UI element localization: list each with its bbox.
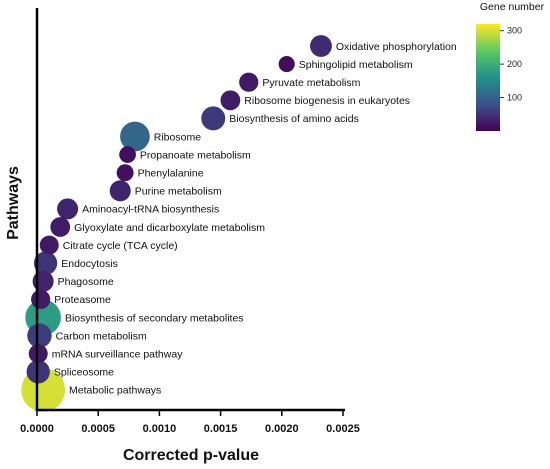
pathway-label: Sphingolipid metabolism xyxy=(299,59,413,71)
bubble-16 xyxy=(27,323,52,348)
bubble-4 xyxy=(201,106,226,131)
pathway-label: mRNA surveillance pathway xyxy=(52,349,183,361)
bubble-0 xyxy=(310,35,332,57)
pathway-label: Carbon metabolism xyxy=(56,330,147,342)
pathway-label: Pyruvate metabolism xyxy=(262,77,360,89)
bubble-11 xyxy=(39,235,59,255)
x-tick-label: 0.0015 xyxy=(204,423,238,435)
bubble-8 xyxy=(109,180,131,202)
pathway-label: Phagosome xyxy=(58,276,114,288)
pathway-label: Proteasome xyxy=(54,294,111,306)
x-tick-layer: 0.0000 0.0005 0.0010 0.0015 0.0020 0.0025 xyxy=(20,410,360,435)
bubble-5 xyxy=(120,121,150,152)
bubble-1 xyxy=(278,56,295,73)
pathway-label: Citrate cycle (TCA cycle) xyxy=(63,240,178,252)
bubble-12 xyxy=(33,251,58,275)
pathway-label: Biosynthesis of secondary metabolites xyxy=(65,312,244,324)
pathway-label: Biosynthesis of amino acids xyxy=(229,113,359,125)
x-tick-label: 0.0010 xyxy=(143,423,177,435)
bubble-6 xyxy=(119,146,136,163)
bubble-7 xyxy=(116,164,134,182)
colorbar-tick-label: 300 xyxy=(507,26,522,36)
pathway-label: Oxidative phosphorylation xyxy=(336,41,457,53)
pathway-label-layer: Oxidative phosphorylation Sphingolipid me… xyxy=(52,41,457,397)
pathway-label: Ribosome biogenesis in eukaryotes xyxy=(244,95,410,107)
bubble-3 xyxy=(220,90,241,111)
pathway-label: Endocytosis xyxy=(61,258,118,270)
x-tick-label: 0.0000 xyxy=(20,423,54,435)
pathway-label: Glyoxylate and dicarboxylate metabolism xyxy=(74,222,265,234)
bubble-9 xyxy=(57,198,79,220)
colorbar-tick-label: 100 xyxy=(507,93,522,103)
colorbar-tick-label: 200 xyxy=(507,59,522,69)
pathway-label: Purine metabolism xyxy=(135,186,222,198)
colorbar xyxy=(476,24,500,131)
bubble-14 xyxy=(31,289,51,309)
pathway-label: Spliceosome xyxy=(54,367,114,379)
pathway-label: Aminoacyl-tRNA biosynthesis xyxy=(82,204,219,216)
x-tick-label: 0.0025 xyxy=(326,423,360,435)
pathway-label: Ribosome xyxy=(154,131,201,143)
x-tick-label: 0.0020 xyxy=(265,423,299,435)
pathway-label: Propanoate metabolism xyxy=(140,149,251,161)
bubble-2 xyxy=(239,72,259,92)
colorbar-title: Gene number xyxy=(480,1,545,13)
pathway-label: Metabolic pathways xyxy=(69,385,161,397)
pathway-label: Phenylalanine xyxy=(138,168,204,180)
x-tick-label: 0.0005 xyxy=(81,423,115,435)
bubble-10 xyxy=(50,217,71,237)
y-axis-title: Pathways xyxy=(5,166,22,240)
colorbar-tick-layer: 100 200 300 xyxy=(500,26,522,103)
x-axis-title: Corrected p-value xyxy=(123,447,259,464)
